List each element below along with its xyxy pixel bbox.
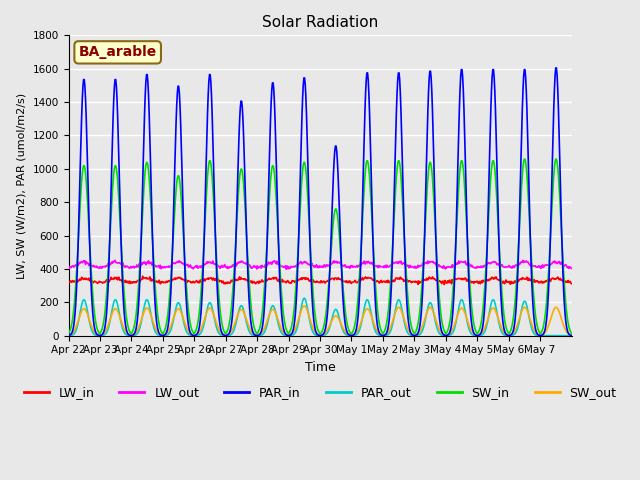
Text: BA_arable: BA_arable (79, 45, 157, 60)
Title: Solar Radiation: Solar Radiation (262, 15, 378, 30)
Y-axis label: LW, SW (W/m2), PAR (umol/m2/s): LW, SW (W/m2), PAR (umol/m2/s) (17, 93, 27, 278)
Legend: LW_in, LW_out, PAR_in, PAR_out, SW_in, SW_out: LW_in, LW_out, PAR_in, PAR_out, SW_in, S… (19, 382, 621, 405)
X-axis label: Time: Time (305, 361, 335, 374)
